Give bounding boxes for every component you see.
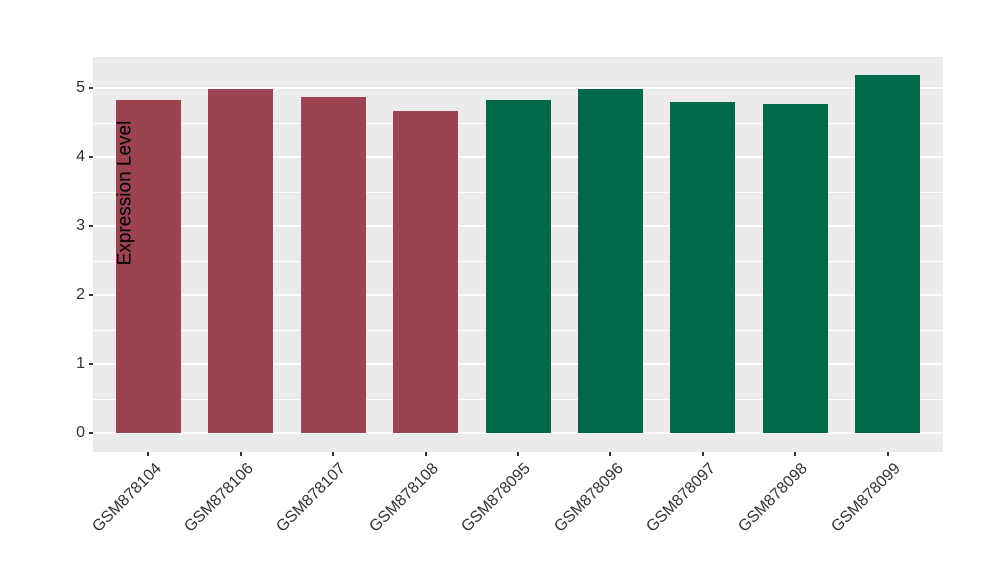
plot-panel: [93, 57, 943, 452]
x-tick-mark: [701, 452, 704, 456]
x-tick-mark: [332, 452, 335, 456]
y-tick-label: 3: [76, 217, 85, 234]
x-tick-mark: [794, 452, 797, 456]
y-tick-mark: [89, 363, 93, 365]
x-tick-label: GSM878096: [550, 460, 627, 536]
x-tick-label: GSM878097: [643, 460, 719, 536]
x-tick-mark: [886, 452, 889, 456]
x-tick-label: GSM878108: [366, 460, 442, 536]
y-tick-mark: [89, 294, 93, 296]
x-tick-label: GSM878107: [273, 460, 350, 536]
x-tick-mark: [424, 452, 427, 456]
x-tick-mark: [239, 452, 242, 456]
bar-GSM878099: [855, 74, 921, 433]
y-tick-mark: [89, 87, 93, 89]
x-tick-mark: [147, 452, 150, 456]
bar-GSM878108: [393, 111, 459, 433]
bar-GSM878095: [485, 99, 551, 433]
x-tick-label: GSM878095: [458, 460, 535, 536]
y-tick-mark: [89, 432, 93, 434]
x-tick-label: GSM878106: [181, 460, 257, 536]
x-tick-mark: [517, 452, 519, 456]
bar-GSM878104: [115, 99, 181, 433]
bar-GSM878097: [670, 101, 736, 433]
x-tick-label: GSM878098: [735, 460, 812, 536]
y-tick-label: 4: [76, 148, 85, 165]
y-tick-label: 0: [76, 424, 85, 441]
y-tick-mark: [89, 156, 93, 158]
bar-GSM878098: [762, 103, 828, 433]
y-tick-label: 2: [76, 286, 85, 303]
y-tick-label: 1: [76, 355, 85, 372]
x-tick-label: GSM878099: [828, 460, 904, 536]
gridline-major: [93, 87, 943, 89]
bar-GSM878096: [577, 89, 643, 433]
y-axis-title: Expression Level: [114, 120, 136, 266]
x-tick-label: GSM878104: [88, 460, 165, 536]
bar-GSM878106: [208, 88, 274, 433]
x-tick-mark: [609, 452, 612, 456]
y-tick-label: 5: [76, 79, 85, 96]
y-tick-mark: [89, 225, 93, 227]
bar-GSM878107: [300, 96, 366, 433]
gridline-major: [93, 432, 943, 434]
